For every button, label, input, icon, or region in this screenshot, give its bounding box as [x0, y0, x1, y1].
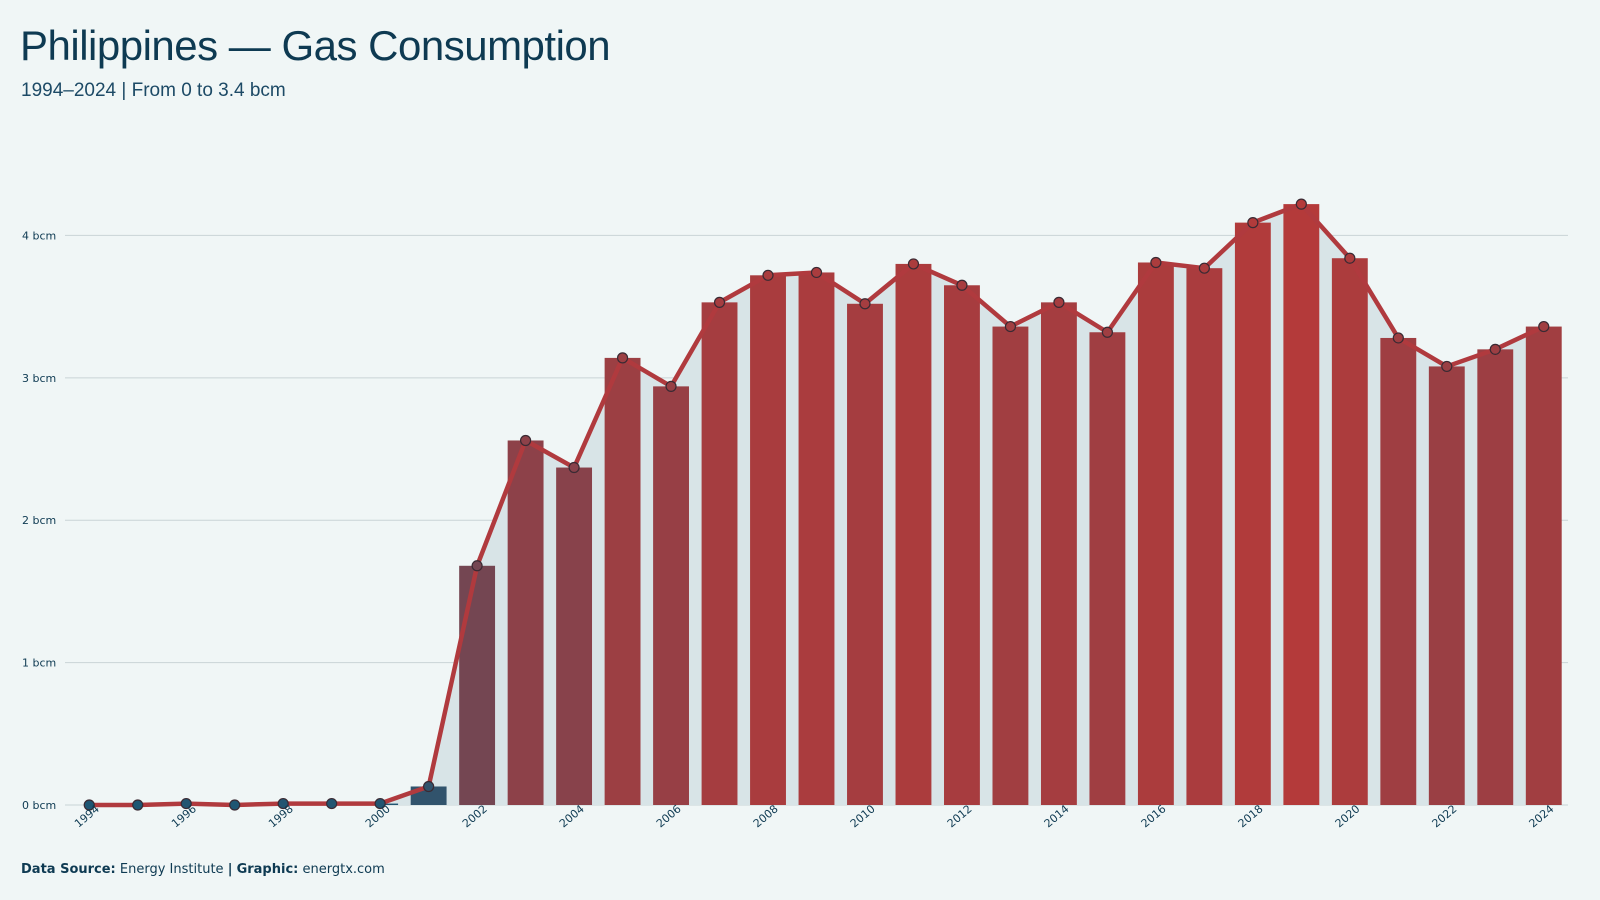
point-2009 — [810, 266, 823, 279]
point-2010 — [859, 298, 871, 310]
x-tick-label: 2016 — [1139, 802, 1169, 830]
point-1997 — [229, 799, 241, 811]
point-2001 — [423, 780, 435, 793]
point-1998 — [277, 797, 289, 810]
x-tick-label: 2024 — [1527, 802, 1557, 830]
point-2015 — [1101, 326, 1114, 338]
point-2020 — [1344, 252, 1356, 264]
point-2023 — [1489, 343, 1501, 355]
x-tick-label: 2022 — [1430, 802, 1460, 830]
point-1995 — [132, 799, 144, 811]
bar-2017 — [1186, 268, 1223, 805]
point-2002 — [471, 560, 483, 572]
x-tick-label: 2006 — [654, 802, 684, 830]
point-2024 — [1538, 320, 1550, 333]
bar-2007 — [701, 302, 738, 805]
bar-2014 — [1040, 302, 1077, 805]
bar-2023 — [1477, 349, 1514, 805]
bar-2002 — [459, 565, 496, 805]
x-axis-ticks: 1994 1996 1998 2000 2002 2004 2006 2008 2010 2012… — [72, 802, 1556, 830]
bar-2004 — [556, 467, 593, 805]
bar-2018 — [1234, 222, 1271, 805]
graphic-value: energtx.com — [302, 862, 385, 877]
chart-subtitle: 1994–2024 | From 0 to 3.4 bcm — [21, 80, 286, 101]
point-2013 — [1004, 320, 1017, 333]
point-2019 — [1295, 198, 1307, 210]
point-2022 — [1441, 360, 1453, 373]
bar-2013 — [992, 326, 1029, 805]
y-axis-ticks: 0 bcm 1 bcm 2 bcm 3 bcm 4 bcm — [22, 229, 56, 812]
x-tick-label: 2014 — [1042, 802, 1072, 830]
point-2021 — [1392, 332, 1404, 344]
point-2006 — [665, 380, 677, 392]
bar-2012 — [944, 285, 980, 805]
y-tick-label: 4 bcm — [22, 229, 56, 242]
bar-2005 — [604, 357, 641, 805]
point-2012 — [956, 279, 968, 291]
bar-2019 — [1283, 204, 1320, 805]
x-tick-label: 2008 — [751, 802, 781, 830]
point-1994 — [83, 799, 95, 811]
bar-2009 — [798, 272, 835, 805]
point-2000 — [374, 797, 386, 810]
y-tick-label: 2 bcm — [22, 514, 56, 527]
point-2004 — [568, 461, 580, 474]
bar-2015 — [1089, 332, 1126, 805]
point-2016 — [1150, 256, 1162, 269]
x-tick-label: 2002 — [460, 802, 490, 830]
point-1996 — [180, 797, 192, 810]
bar-2016 — [1137, 262, 1174, 805]
x-tick-label: 2018 — [1236, 802, 1266, 830]
point-2017 — [1198, 262, 1210, 274]
bar-2022 — [1428, 366, 1465, 805]
point-2014 — [1053, 296, 1065, 308]
point-2003 — [519, 434, 532, 447]
chart-footer: Data Source: Energy Institute | Graphic:… — [21, 862, 385, 877]
point-2007 — [713, 296, 726, 308]
point-layer — [83, 198, 1550, 811]
bar-2020 — [1331, 258, 1368, 805]
x-tick-label: 2010 — [848, 802, 878, 830]
x-tick-label: 2012 — [945, 802, 975, 830]
point-2008 — [762, 269, 774, 281]
bar-2010 — [847, 303, 883, 805]
bar-2011 — [895, 263, 932, 805]
graphic-label: Graphic: — [236, 862, 299, 877]
y-tick-label: 3 bcm — [22, 372, 56, 385]
bar-2021 — [1380, 337, 1417, 805]
bar-2003 — [507, 440, 544, 805]
point-2011 — [907, 258, 920, 270]
source-value: Energy Institute — [119, 862, 224, 877]
source-label: Data Source: — [21, 862, 116, 877]
x-tick-label: 2020 — [1333, 802, 1363, 830]
point-2005 — [616, 352, 629, 364]
bar-layer — [168, 204, 1562, 806]
x-tick-label: 2004 — [557, 802, 587, 830]
chart-title: Philippines — Gas Consumption — [20, 22, 611, 69]
point-1999 — [326, 797, 338, 810]
point-2018 — [1247, 217, 1259, 229]
bar-2024 — [1525, 326, 1562, 805]
bar-2006 — [653, 386, 689, 805]
footer-separator: | — [227, 862, 233, 877]
bar-2008 — [750, 275, 786, 806]
y-tick-label: 0 bcm — [22, 799, 56, 812]
y-tick-label: 1 bcm — [22, 657, 56, 670]
